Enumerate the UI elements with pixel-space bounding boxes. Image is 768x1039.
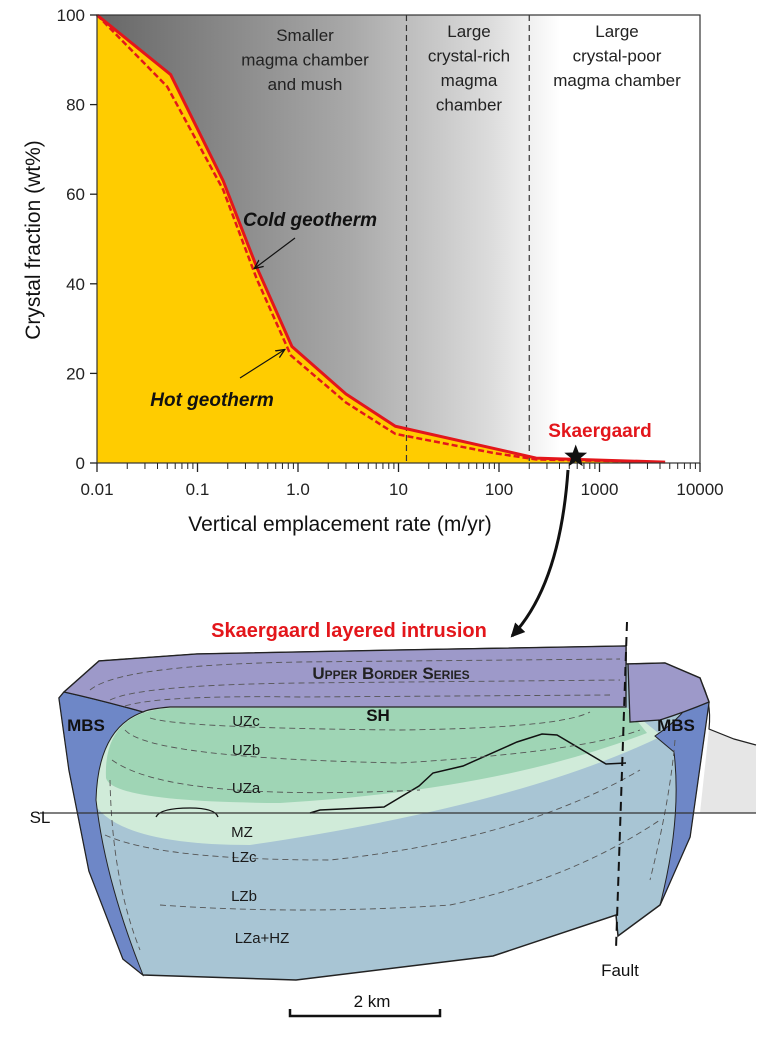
crystal-fill-area: [97, 15, 666, 463]
skaergaard-star-marker: [564, 444, 588, 467]
mbs-left-label: MBS: [67, 716, 105, 735]
region-2-label: chamber: [436, 96, 502, 115]
diagram-title: Skaergaard layered intrusion: [211, 620, 487, 642]
upper-border-series-label: Upper Border Series: [312, 664, 469, 683]
hot-geotherm-label: Hot geotherm: [150, 390, 274, 411]
cold-geotherm-label: Cold geotherm: [243, 210, 377, 231]
skaergaard-label: Skaergaard: [548, 421, 652, 442]
x-tick-label: 0.01: [80, 480, 113, 499]
skaergaard-cross-section: Skaergaard layered intrusion: [30, 620, 757, 1018]
hot-geotherm-line: [96, 14, 666, 464]
region-2-label: crystal-rich: [428, 47, 510, 66]
lzc-label: LZc: [231, 849, 257, 866]
fault-line: [615, 621, 628, 950]
x-tick-label: 1.0: [286, 480, 310, 499]
layer-contours: [89, 658, 676, 951]
region-3-label: magma chamber: [553, 71, 681, 90]
scale-bar-label: 2 km: [354, 992, 391, 1011]
x-tick-label: 10: [389, 480, 408, 499]
region-2-label: magma: [441, 71, 498, 90]
region-2-label: Large: [447, 22, 490, 41]
crystal-fraction-chart: 0.01 0.1 1.0 10 100 1000 10000 0 20 40 60 80 100 Sma…: [22, 6, 724, 536]
y-tick-label: 20: [66, 364, 85, 383]
scale-bar: [288, 1009, 442, 1018]
uza-label: UZa: [232, 780, 261, 797]
x-tick-label: 0.1: [186, 480, 210, 499]
lzb-label: LZb: [231, 888, 257, 905]
sh-label: SH: [366, 706, 390, 725]
region-1-label: Smaller: [276, 26, 334, 45]
region-3-label: Large: [595, 22, 638, 41]
uzb-label: UZb: [232, 742, 260, 759]
y-axis-label: Crystal fraction (wt%): [22, 140, 45, 340]
y-tick-label: 60: [66, 185, 85, 204]
fault-label: Fault: [601, 961, 639, 980]
upper-zone: [105, 707, 647, 803]
terrain-profile: [309, 733, 627, 814]
upper-border-series-right: [627, 662, 710, 723]
mbs-right-label: MBS: [657, 716, 695, 735]
y-tick-label: 0: [76, 454, 85, 473]
mz-label: MZ: [231, 824, 253, 841]
cold-geotherm-arrow: [255, 237, 296, 268]
hot-geotherm-arrow: [239, 350, 284, 379]
cold-geotherm-line: [96, 13, 666, 464]
y-tick-label: 100: [57, 6, 85, 25]
region-1-label: and mush: [268, 75, 343, 94]
region-1-label: magma chamber: [241, 51, 369, 70]
y-tick-label: 80: [66, 96, 85, 115]
region-3-label: crystal-poor: [573, 47, 662, 66]
link-arrow: [510, 469, 570, 638]
x-tick-label: 100: [485, 480, 513, 499]
x-axis-label: Vertical emplacement rate (m/yr): [188, 513, 491, 536]
x-tick-label: 1000: [581, 480, 619, 499]
sea-level-label: SL: [30, 808, 51, 827]
x-tick-label: 10000: [676, 480, 723, 499]
lza-hz-label: LZa+HZ: [235, 930, 290, 947]
y-tick-label: 40: [66, 275, 85, 294]
uzc-label: UZc: [232, 713, 260, 730]
country-rock: [700, 729, 756, 813]
